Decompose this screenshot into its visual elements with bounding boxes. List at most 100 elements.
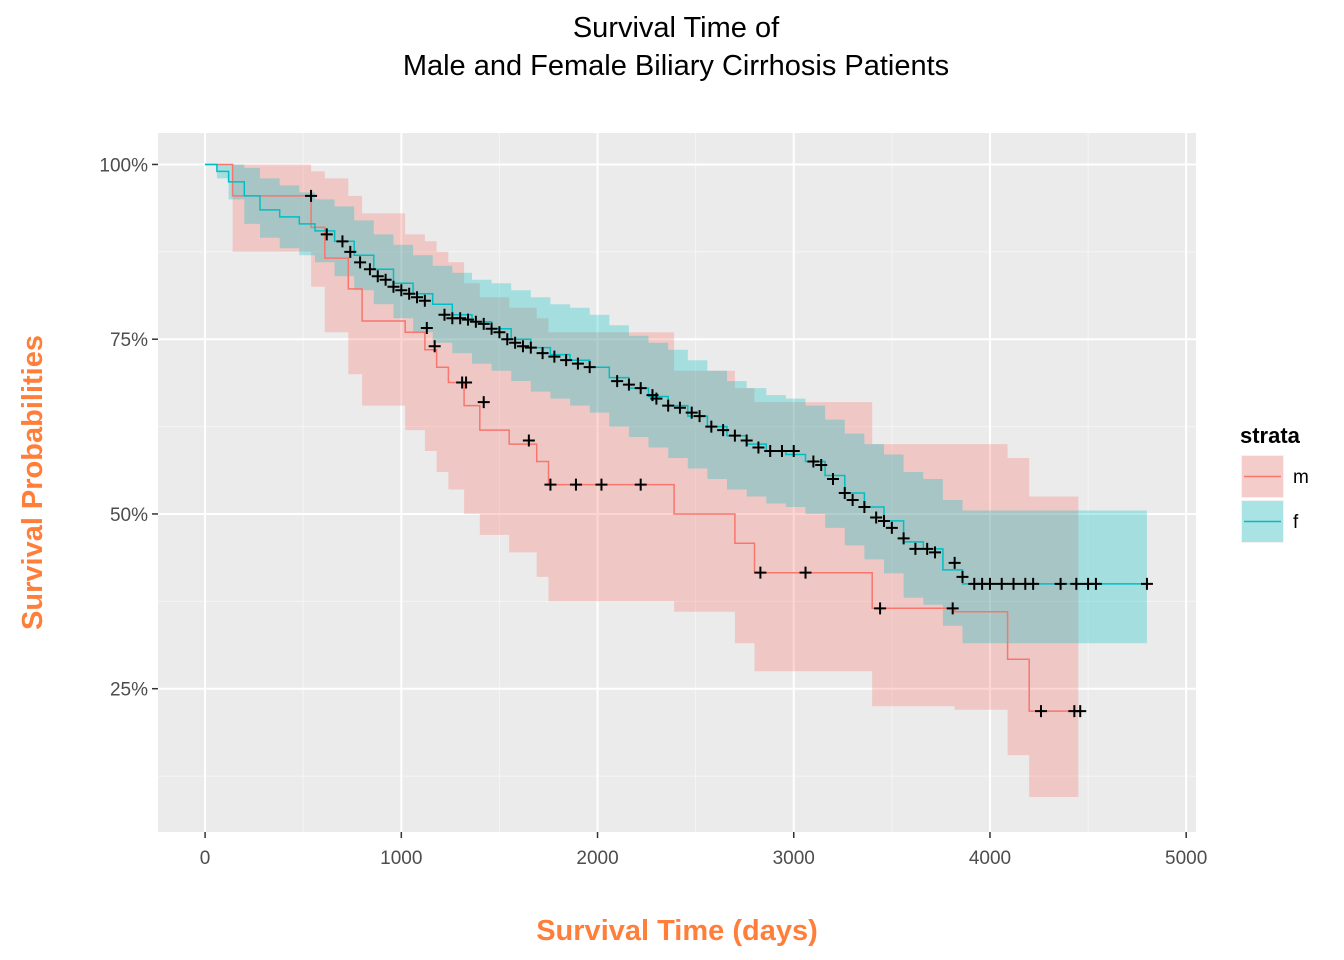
censor-mark-m — [428, 340, 441, 353]
censor-mark-m — [544, 478, 557, 491]
censor-mark-f — [418, 294, 431, 307]
x-tick-label: 0 — [200, 848, 211, 869]
censor-mark-f — [948, 556, 961, 569]
chart-title-line1: Survival Time of — [572, 12, 780, 44]
censor-mark-m — [460, 376, 473, 389]
censor-mark-f — [1054, 577, 1067, 590]
censor-mark-f — [379, 273, 392, 286]
censor-mark-f — [740, 434, 753, 447]
censor-mark-f — [870, 511, 883, 524]
censor-mark-f — [846, 493, 859, 506]
censor-mark-m — [522, 434, 535, 447]
censor-mark-m — [946, 602, 959, 615]
censor-mark-f — [897, 532, 910, 545]
censor-mark-f — [650, 392, 663, 405]
censor-mark-m — [420, 322, 433, 335]
censor-mark-m — [477, 396, 490, 409]
censor-mark-f — [1007, 577, 1020, 590]
censor-mark-f — [387, 280, 400, 293]
censor-mark-f — [1070, 577, 1083, 590]
censor-mark-f — [501, 333, 514, 346]
legend: strata m f — [1240, 423, 1309, 543]
censor-mark-f — [717, 424, 730, 437]
confidence-bands — [205, 164, 1147, 797]
censor-marks — [305, 189, 1153, 718]
censor-mark-f — [956, 570, 969, 583]
grid-minor — [158, 133, 1196, 832]
y-tick-label: 50% — [110, 505, 148, 526]
censor-mark-f — [548, 350, 561, 363]
band-m — [205, 164, 1079, 797]
censor-mark-f — [371, 270, 384, 283]
censor-mark-f — [728, 429, 741, 442]
censor-mark-f — [462, 313, 475, 326]
censor-mark-f — [485, 322, 498, 335]
censor-mark-f — [320, 228, 333, 241]
legend-label-f: f — [1293, 512, 1299, 533]
y-tick-label: 100% — [99, 155, 148, 176]
censor-mark-f — [363, 263, 376, 276]
censor-mark-m — [305, 189, 318, 202]
censor-mark-f — [611, 375, 624, 388]
censor-mark-f — [524, 341, 537, 354]
censor-mark-f — [983, 577, 996, 590]
censor-mark-f — [438, 308, 451, 321]
y-tick-label: 75% — [110, 330, 148, 351]
censor-mark-f — [509, 336, 522, 349]
censor-mark-m — [799, 566, 812, 579]
x-tick-label: 1000 — [380, 848, 422, 869]
x-axis-ticks: 0 1000 2000 3000 4000 5000 — [200, 832, 1207, 869]
censor-mark-m — [754, 566, 767, 579]
censor-mark-f — [838, 486, 851, 499]
censor-mark-m — [1074, 705, 1087, 718]
survival-lines — [205, 163, 1147, 712]
x-axis-title: Survival Time (days) — [536, 915, 818, 947]
censor-mark-f — [775, 445, 788, 458]
plot-panel — [158, 133, 1196, 832]
censor-mark-f — [571, 357, 584, 370]
censor-mark-f — [929, 546, 942, 559]
censor-mark-f — [516, 340, 529, 353]
y-axis-title: Survival Probabilities — [17, 335, 49, 630]
x-tick-label: 4000 — [969, 848, 1011, 869]
grid-major — [158, 133, 1196, 832]
x-tick-label: 2000 — [576, 848, 618, 869]
band-f — [205, 164, 1147, 644]
censor-mark-f — [685, 406, 698, 419]
censor-mark-f — [909, 542, 922, 555]
censor-mark-f — [354, 256, 367, 269]
censor-mark-f — [344, 245, 357, 258]
censor-mark-f — [403, 287, 416, 300]
legend-label-m: m — [1293, 467, 1309, 488]
censor-mark-f — [395, 284, 408, 297]
censor-mark-f — [752, 441, 765, 454]
censor-mark-f — [536, 347, 549, 360]
censor-mark-f — [477, 317, 490, 330]
censor-mark-f — [764, 445, 777, 458]
censor-mark-f — [560, 354, 573, 367]
censor-mark-m — [1034, 705, 1047, 718]
line-m — [205, 163, 1079, 712]
censor-mark-f — [493, 326, 506, 339]
censor-mark-f — [815, 459, 828, 472]
censor-mark-f — [583, 361, 596, 374]
censor-mark-f — [858, 500, 871, 513]
censor-mark-m — [595, 478, 608, 491]
censor-mark-f — [454, 312, 467, 325]
censor-mark-f — [693, 410, 706, 423]
legend-title: strata — [1240, 423, 1301, 448]
censor-mark-f — [673, 401, 686, 414]
censor-mark-f — [705, 420, 718, 433]
censor-mark-f — [995, 577, 1008, 590]
x-tick-label: 5000 — [1165, 848, 1207, 869]
censor-mark-f — [1089, 577, 1102, 590]
x-tick-label: 3000 — [773, 848, 815, 869]
line-f — [205, 163, 1147, 585]
y-axis-ticks: 25% 50% 75% 100% — [99, 155, 158, 701]
censor-mark-f — [921, 542, 934, 555]
censor-mark-f — [885, 521, 898, 534]
censor-mark-f — [1140, 577, 1153, 590]
censor-mark-f — [826, 473, 839, 486]
censor-mark-f — [878, 514, 891, 527]
censor-mark-m — [634, 478, 647, 491]
